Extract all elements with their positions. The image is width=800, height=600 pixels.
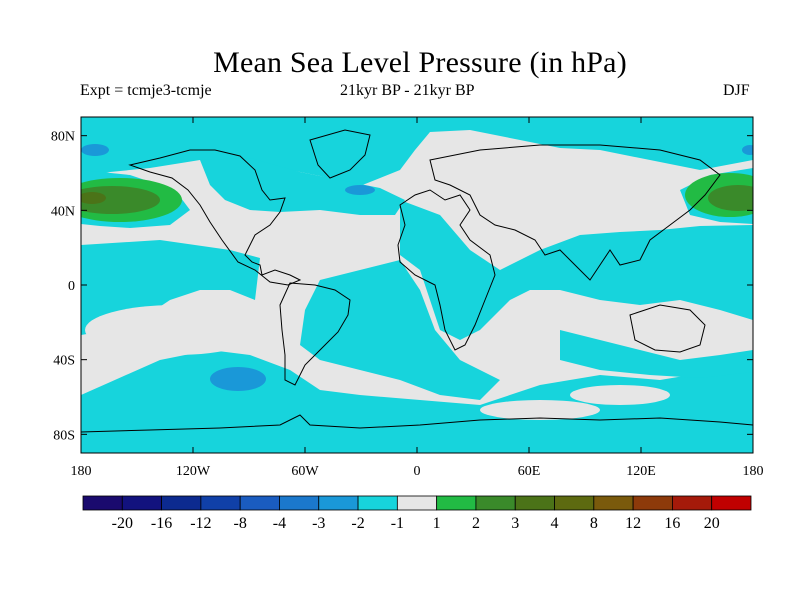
period-label: 21kyr BP - 21kyr BP — [340, 82, 475, 99]
positive-anomaly-regions — [81, 173, 753, 222]
colorbar-swatch — [554, 495, 595, 511]
lat-tick-label: 80S — [53, 428, 75, 443]
colorbar-swatch — [121, 495, 162, 511]
colorbar-label: -2 — [351, 515, 364, 532]
north-atlantic-low — [345, 185, 375, 195]
colorbar-label: -3 — [312, 515, 325, 532]
colorbar-swatch — [711, 495, 752, 511]
pressure-field — [81, 117, 753, 453]
colorbar-label: 2 — [472, 515, 480, 532]
colorbar-label: -20 — [112, 515, 133, 532]
south-america-coast — [279, 282, 351, 386]
lon-tick-label: 0 — [414, 464, 421, 479]
europe-africa-coast — [397, 189, 496, 351]
greenland-coast — [309, 129, 371, 179]
colorbar-swatch — [672, 495, 713, 511]
lon-tick-label: 120W — [176, 464, 211, 479]
colorbar-swatch — [161, 495, 202, 511]
colorbar-label: -8 — [234, 515, 247, 532]
lat-tick-label: 40N — [51, 204, 75, 219]
arctic-low-left — [81, 144, 109, 156]
lat-tick-label: 0 — [68, 279, 75, 294]
colorbar-swatch — [396, 495, 438, 511]
colorbar-label: 20 — [704, 515, 720, 532]
colorbar-swatch — [82, 495, 123, 511]
strong-negative-regions — [81, 144, 753, 391]
south-atlantic-region — [300, 260, 500, 400]
lon-tick-label: 60E — [518, 464, 541, 479]
north-pacific-high-left-inner — [81, 186, 160, 214]
south-pacific-region — [560, 330, 753, 378]
colorbar: -20 -16 -12 -8 -4 -3 -2 -1 1 2 3 4 8 12 16 20 — [82, 495, 752, 532]
colorbar-swatch — [475, 495, 516, 511]
australia-coast — [629, 304, 706, 353]
colorbar-label: -1 — [391, 515, 404, 532]
arctic-low-right — [742, 145, 753, 155]
colorbar-swatch — [239, 495, 280, 511]
indian-ocean-region — [400, 200, 753, 340]
colorbar-label: 12 — [625, 515, 641, 532]
colorbar-label: 16 — [664, 515, 680, 532]
colorbar-swatch — [357, 495, 398, 511]
season-label: DJF — [723, 82, 750, 99]
colorbar-swatch — [279, 495, 320, 511]
colorbar-label: 4 — [551, 515, 559, 532]
north-pacific-high-left-core — [81, 192, 106, 204]
lon-tick-label: 180 — [71, 464, 92, 479]
north-america-coast — [128, 149, 302, 286]
colorbar-swatch — [593, 495, 634, 511]
antarctica-coast — [81, 414, 753, 433]
colorbar-swatch — [514, 495, 555, 511]
lon-tick-label: 120E — [626, 464, 656, 479]
north-atlantic-region — [200, 158, 405, 215]
chart-title: Mean Sea Level Pressure (in hPa) — [213, 46, 627, 79]
colorbar-label: -12 — [190, 515, 211, 532]
neutral-patches — [85, 305, 670, 420]
lat-tick-label: 80N — [51, 130, 75, 145]
lon-tick-label: 60W — [291, 464, 319, 479]
axis-ticks: 80N 40N 0 40S 80S 180 120W 60W 0 60E 120E 180 — [51, 117, 764, 479]
experiment-label: Expt = tcmje3-tcmje — [80, 82, 212, 99]
lat-tick-label: 40S — [53, 354, 75, 369]
colorbar-swatch — [436, 495, 477, 511]
north-pacific-high-right-inner — [708, 185, 753, 211]
colorbar-label: 3 — [511, 515, 519, 532]
colorbar-label: 8 — [590, 515, 598, 532]
colorbar-label: 1 — [433, 515, 441, 532]
colorbar-label: -4 — [273, 515, 286, 532]
colorbar-swatch — [632, 495, 673, 511]
colorbar-swatch — [200, 495, 241, 511]
colorbar-label: -16 — [151, 515, 172, 532]
south-pacific-low — [210, 367, 266, 391]
arctic-band — [81, 117, 753, 186]
colorbar-swatch — [318, 495, 359, 511]
eurasia-coast — [429, 144, 721, 281]
coastlines — [81, 129, 753, 433]
lon-tick-label: 180 — [743, 464, 764, 479]
